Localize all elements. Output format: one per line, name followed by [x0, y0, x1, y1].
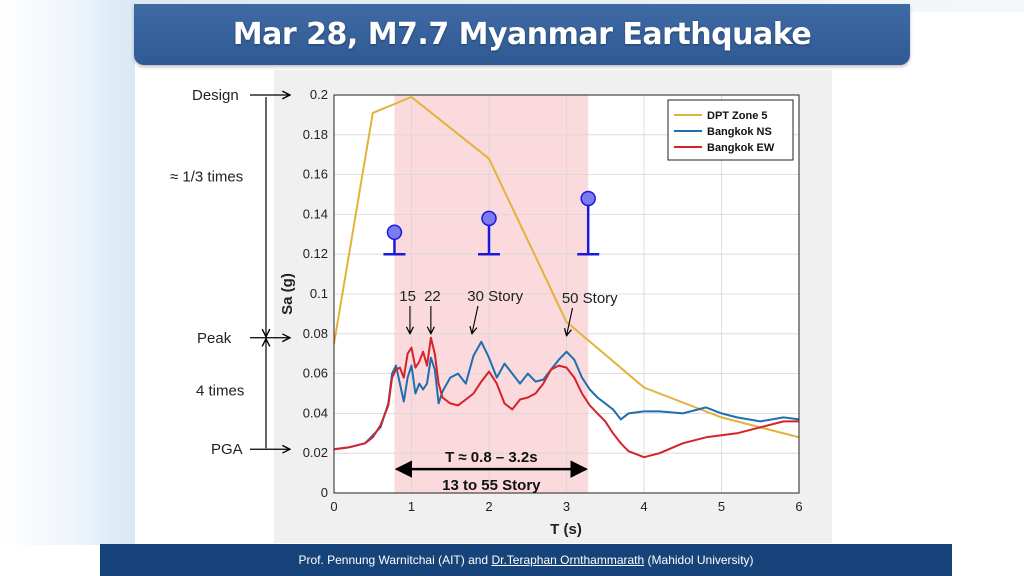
y-tick-label: 0: [321, 485, 328, 500]
x-tick-label: 1: [408, 499, 415, 514]
footer-author1: Prof. Pennung Warnitchai (AIT) and: [298, 553, 492, 567]
left-decoration: [0, 0, 135, 545]
building-marker-mass: [580, 190, 596, 207]
y-tick-label: 0.2: [310, 87, 328, 102]
y-axis-label: Sa (g): [279, 273, 296, 315]
annotation-story-50: 50 Story: [562, 290, 618, 307]
slide-title: Mar 28, M7.7 Myanmar Earthquake: [232, 17, 812, 52]
chart: 0 1 2 3 4 5 6 0 0.02 0.04 0.06 0.08 0.1 0.12 0.14 0.16 0…: [170, 70, 832, 543]
x-tick-label: 6: [795, 499, 802, 514]
annotation-story-15: 15: [399, 288, 416, 305]
tick-layer: 0 1 2 3 4 5 6 0 0.02 0.04 0.06 0.08 0.1 0.12 0.14 0.16 0…: [303, 87, 803, 514]
period-range-line1: T ≈ 0.8 – 3.2s: [445, 449, 537, 466]
y-tick-label: 0.12: [303, 246, 328, 261]
bangkok-ns-line: [334, 340, 799, 451]
building-marker: [383, 224, 406, 256]
peak-label: Peak: [197, 330, 232, 347]
design-label: Design: [192, 87, 239, 104]
ratio-lower-label: 4 times: [196, 383, 244, 400]
legend: DPT Zone 5 Bangkok NS Bangkok EW: [667, 99, 794, 161]
y-tick-label: 0.06: [303, 366, 328, 381]
x-axis-label: T (s): [550, 521, 582, 538]
series-layer: [334, 96, 799, 459]
bangkok-ew-line: [334, 336, 799, 459]
legend-label-ew: Bangkok EW: [707, 142, 775, 154]
left-annotations: Design Peak PGA ≈ 1/3 times 4 times: [170, 87, 290, 458]
x-tick-label: 5: [718, 499, 725, 514]
y-tick-label: 0.02: [303, 445, 328, 460]
x-tick-label: 3: [563, 499, 570, 514]
annotation-arrow-story-30: [472, 305, 479, 334]
footer-credits: Prof. Pennung Warnitchai (AIT) and Dr.Te…: [100, 544, 952, 576]
y-tick-label: 0.18: [303, 127, 328, 142]
y-tick-label: 0.04: [303, 405, 328, 420]
footer: Prof. Pennung Warnitchai (AIT) and Dr.Te…: [100, 544, 952, 576]
annotation-arrow-story-50: [567, 307, 574, 336]
y-tick-label: 0.14: [303, 206, 328, 221]
annotation-story-30: 30 Story: [467, 288, 523, 305]
footer-author2: Dr.Teraphan Ornthammarath: [491, 553, 645, 567]
building-marker: [478, 210, 500, 256]
pga-label: PGA: [211, 441, 243, 458]
ratio-upper-label: ≈ 1/3 times: [170, 168, 243, 185]
building-marker-mass: [386, 224, 403, 241]
legend-label-ns: Bangkok NS: [707, 126, 772, 138]
title-bar: Mar 28, M7.7 Myanmar Earthquake: [134, 4, 910, 65]
y-tick-label: 0.08: [303, 326, 328, 341]
annotation-layer: 15 22 30 Story 50 Story: [394, 288, 618, 478]
building-marker: [577, 190, 600, 256]
annotation-story-22: 22: [424, 288, 441, 305]
plot-frame: [333, 94, 800, 494]
footer-affiliation: (Mahidol University): [644, 553, 754, 567]
legend-box: [667, 99, 794, 161]
building-marker-layer: [383, 190, 600, 256]
y-tick-label: 0.16: [303, 167, 328, 182]
x-tick-label: 0: [330, 499, 337, 514]
x-tick-label: 4: [640, 499, 647, 514]
x-tick-label: 2: [485, 499, 492, 514]
building-marker-mass: [481, 210, 497, 227]
period-range-line2: 13 to 55 Story: [442, 477, 541, 494]
legend-label-dpt: DPT Zone 5: [707, 110, 768, 122]
y-tick-label: 0.1: [310, 286, 328, 301]
dpt-zone-5-line: [334, 96, 799, 439]
